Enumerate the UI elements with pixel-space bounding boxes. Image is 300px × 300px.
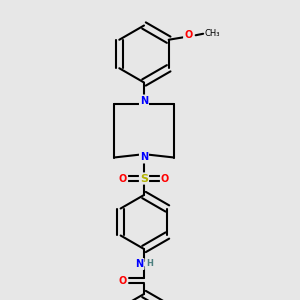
Text: S: S (140, 173, 148, 184)
Text: O: O (184, 30, 192, 40)
Text: N: N (140, 95, 148, 106)
Text: O: O (119, 173, 127, 184)
Text: N: N (140, 152, 148, 163)
Text: N: N (135, 259, 144, 269)
Text: CH₃: CH₃ (205, 29, 220, 38)
Text: H: H (146, 260, 153, 268)
Text: O: O (119, 275, 127, 286)
Text: O: O (161, 173, 169, 184)
